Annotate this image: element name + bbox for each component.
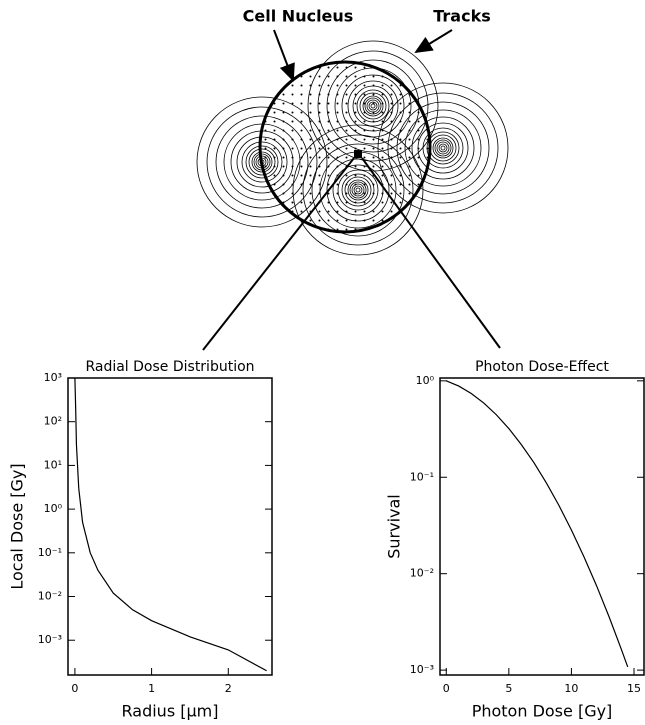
ring: [215, 115, 309, 209]
ring: [317, 50, 429, 162]
chart-title: Photon Dose-Effect: [475, 359, 609, 375]
ring: [337, 169, 379, 211]
x-tick-label: 1: [148, 682, 155, 695]
ring: [422, 127, 464, 169]
track-diagram: Cell Nucleus Tracks: [196, 7, 509, 351]
y-tick-label: 10²: [44, 415, 62, 428]
ring: [355, 187, 361, 193]
ring: [434, 139, 452, 157]
ring: [245, 145, 279, 179]
ring: [349, 181, 367, 199]
x-tick-label: 10: [564, 682, 578, 695]
plot-frame: [439, 377, 645, 676]
y-axis-label: Survival: [385, 494, 404, 559]
x-tick-label: 2: [225, 682, 232, 695]
ring: [311, 143, 405, 237]
ring: [432, 137, 454, 159]
ring: [196, 96, 328, 228]
ring: [387, 92, 499, 204]
diagram-label: Cell Nucleus: [243, 7, 354, 26]
ring: [248, 148, 276, 176]
x-tick-label: 15: [627, 682, 641, 695]
ring: [359, 92, 387, 120]
y-axis-label: Local Dose [Gy]: [8, 463, 27, 589]
ring: [411, 116, 475, 180]
ring: [326, 158, 390, 222]
ring: [404, 109, 482, 187]
nucleus: [258, 60, 432, 234]
y-tick-label: 10⁻¹: [38, 546, 62, 559]
x-axis-label: Photon Dose [Gy]: [472, 702, 613, 721]
ring: [438, 143, 448, 153]
ring: [347, 80, 399, 132]
plot-frame: [67, 377, 273, 676]
curve: [74, 377, 267, 672]
ring: [426, 131, 460, 165]
ring: [344, 176, 372, 204]
ring: [347, 179, 369, 201]
y-tick-label: 10⁻³: [410, 663, 434, 676]
x-tick-label: 0: [71, 682, 78, 695]
diagram-label: Tracks: [433, 7, 491, 26]
ring: [241, 141, 283, 183]
track-rings: [196, 40, 509, 256]
ring: [429, 134, 457, 162]
ring: [341, 173, 375, 207]
ring: [206, 106, 318, 218]
curve: [446, 380, 629, 668]
ring: [362, 95, 384, 117]
ring: [417, 122, 469, 174]
arrow: [414, 29, 453, 54]
ring: [396, 101, 490, 195]
y-tick-label: 10³: [44, 371, 62, 384]
ring: [366, 99, 380, 113]
x-tick-label: 5: [505, 682, 512, 695]
zoom-line: [202, 157, 355, 351]
ring: [356, 89, 390, 123]
ring: [364, 97, 382, 115]
ring: [368, 101, 378, 111]
y-tick-label: 10¹: [44, 458, 62, 471]
ring: [307, 40, 439, 172]
ring: [436, 141, 450, 155]
arrow: [273, 29, 295, 82]
ring: [332, 164, 384, 216]
y-tick-label: 10⁻²: [38, 590, 62, 603]
ring: [440, 145, 446, 151]
zoom-line: [361, 157, 501, 349]
ring: [353, 185, 363, 195]
ring: [351, 183, 365, 197]
target-square: [354, 150, 362, 158]
ring: [370, 103, 376, 109]
y-tick-label: 10⁰: [416, 374, 435, 387]
ring: [292, 124, 424, 256]
x-tick-label: 0: [443, 682, 450, 695]
chart-title: Radial Dose Distribution: [85, 359, 254, 375]
y-tick-label: 10⁰: [44, 502, 63, 515]
y-tick-label: 10⁻¹: [410, 470, 434, 483]
ring: [302, 134, 414, 246]
ring: [251, 151, 273, 173]
y-tick-label: 10⁻²: [410, 567, 434, 580]
y-tick-label: 10⁻³: [38, 633, 62, 646]
ring: [377, 82, 509, 214]
x-axis-label: Radius [μm]: [122, 702, 219, 721]
